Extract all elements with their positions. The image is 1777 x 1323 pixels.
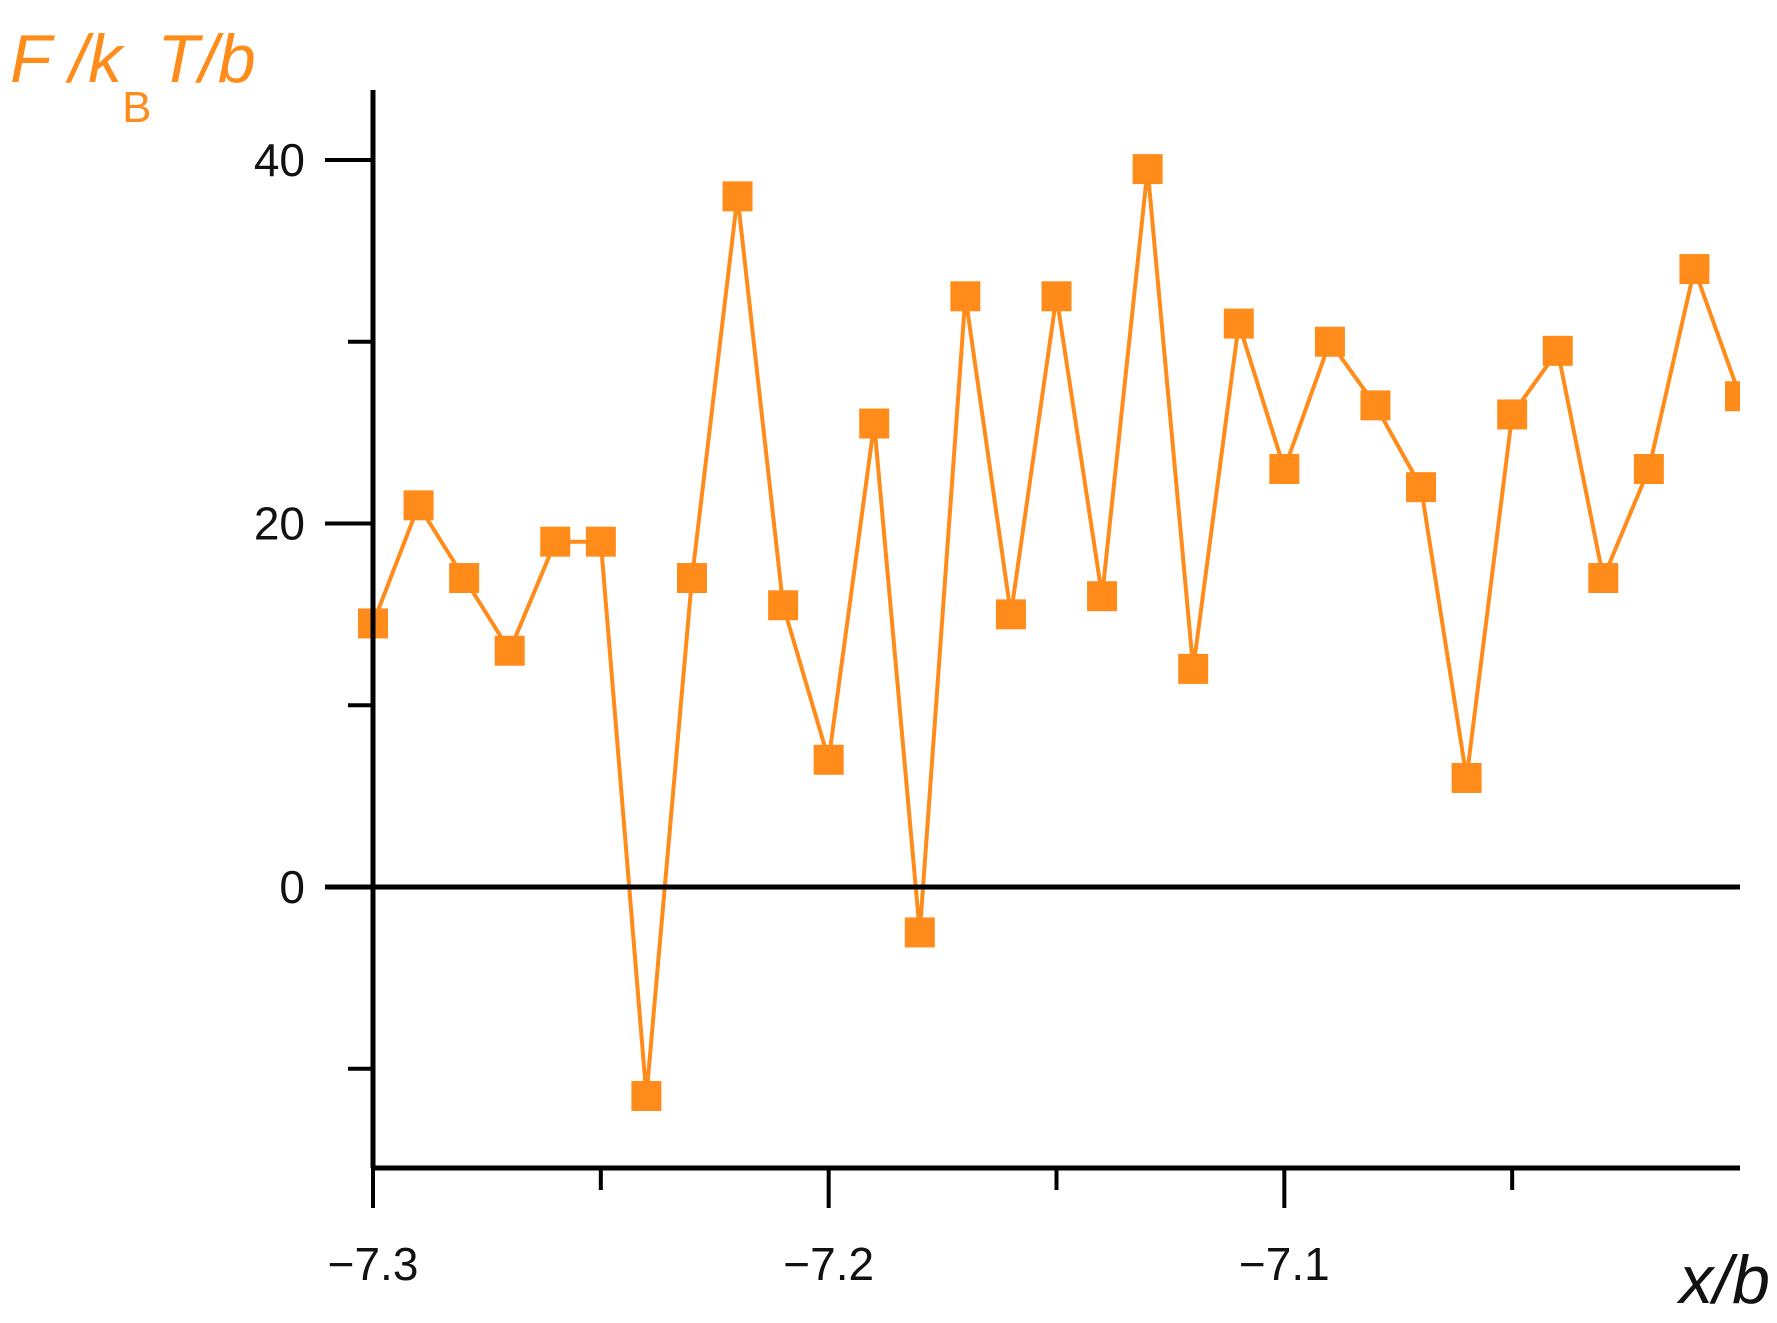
y-tick-label: 40: [254, 134, 305, 186]
data-point: [449, 563, 480, 594]
data-point: [585, 526, 616, 557]
y-tick-label: 20: [254, 498, 305, 550]
labels-layer: 0 20 40 −7.3 −7.2 −7.1 F /kBT/b x/b: [10, 21, 1770, 1318]
y-axis-label: F /kBT/b: [10, 21, 256, 132]
data-point: [1725, 381, 1740, 412]
data-point: [813, 744, 844, 775]
y-tick-label: 0: [279, 861, 305, 913]
data-point: [1269, 453, 1300, 484]
data-point: [1314, 326, 1345, 357]
data-point: [403, 490, 434, 521]
data-point: [1041, 281, 1072, 312]
x-axis-label: x/b: [1676, 1242, 1770, 1318]
data-point: [859, 408, 890, 439]
data-point: [1406, 472, 1437, 503]
y-axis-label-main: F /k: [10, 21, 125, 97]
data-point: [1633, 453, 1664, 484]
x-tick-label: −7.2: [783, 1238, 874, 1290]
data-point: [1679, 254, 1710, 285]
data-point: [1497, 399, 1528, 430]
data-point: [722, 181, 753, 212]
data-point: [950, 281, 981, 312]
data-point: [1178, 653, 1209, 684]
x-tick-label: −7.3: [328, 1238, 419, 1290]
axes-layer: [325, 90, 1740, 1208]
data-point: [631, 1081, 662, 1112]
data-point: [1588, 563, 1619, 594]
y-axis-label-tail: T/b: [157, 21, 255, 97]
data-point: [676, 563, 707, 594]
data-point: [1132, 154, 1163, 185]
series-layer: [358, 154, 1740, 1112]
data-point: [904, 917, 935, 948]
data-point: [1451, 762, 1482, 793]
data-point: [1223, 308, 1254, 339]
data-point: [540, 526, 571, 557]
data-point: [1360, 390, 1391, 421]
data-point: [494, 635, 525, 666]
y-axis-label-subscript: B: [122, 83, 151, 132]
data-point: [1542, 335, 1573, 366]
data-point: [768, 590, 799, 621]
data-point: [1087, 581, 1118, 612]
x-tick-label: −7.1: [1239, 1238, 1330, 1290]
data-point: [995, 599, 1026, 630]
